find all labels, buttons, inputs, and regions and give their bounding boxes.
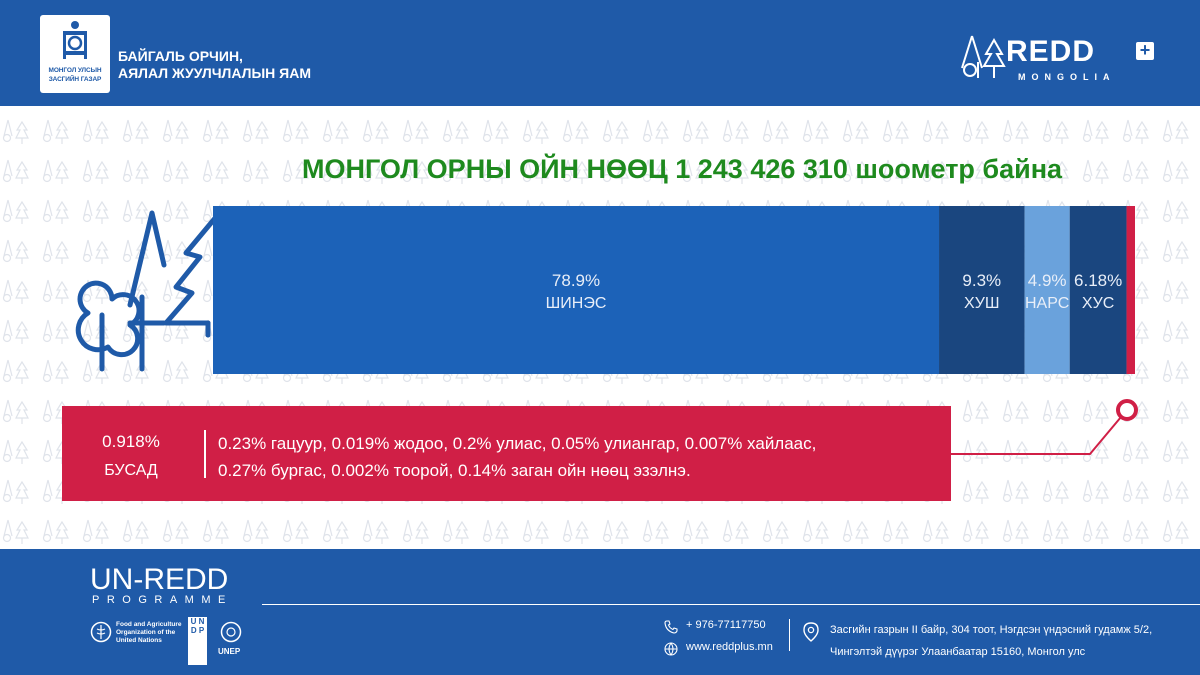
ministry-name-line1: БАЙГАЛЬ ОРЧИН,	[118, 48, 243, 64]
redd-wordmark: REDD	[1006, 35, 1096, 68]
fao-line2: Organization of the	[116, 629, 176, 636]
government-logo: МОНГОЛ УЛСЫН ЗАСГИЙН ГАЗАР	[40, 15, 110, 93]
soyombo-emblem-icon	[63, 21, 87, 59]
contact-address: Засгийн газрын II байр, 304 тоот, Нэгдсэ…	[830, 619, 1152, 663]
connector-line	[951, 416, 1122, 455]
address-line1: Засгийн газрын II байр, 304 тоот, Нэгдсэ…	[830, 624, 1153, 636]
other-breakdown-line2: 0.27% бургас, 0.002% тоорой, 0.14% заган…	[218, 461, 691, 480]
partner-logos: Food and Agriculture Organization of the…	[90, 617, 270, 669]
other-percent: 0.918%	[102, 432, 160, 451]
other-divider	[204, 430, 206, 478]
other-species-breakdown: 0.23% гацуур, 0.019% жодоо, 0.2% улиас, …	[218, 430, 943, 484]
bar-segment-3	[1069, 206, 1127, 374]
contact-separator	[789, 619, 790, 651]
logo-caption-line2: ЗАСГИЙН ГАЗАР	[48, 76, 102, 83]
location-pin-icon	[803, 622, 819, 642]
ministry-name-line2: АЯЛАЛ ЖУУЛЧЛАЛЫН ЯАМ	[118, 65, 312, 81]
other-species-panel: 0.918% БУСАД 0.23% гацуур, 0.019% жодоо,…	[62, 406, 951, 501]
header-bar: МОНГОЛ УЛСЫН ЗАСГИЙН ГАЗАР БАЙГАЛЬ ОРЧИН…	[0, 0, 1200, 106]
segment-name-label: ХУШ	[964, 295, 1000, 312]
redd-mongolia-logo: REDD + MONGOLIA	[958, 32, 1163, 88]
fao-name: Food and Agriculture Organization of the…	[116, 621, 186, 645]
chart-title: МОНГОЛ ОРНЫ ОЙН НӨӨЦ 1 243 426 310 шооме…	[301, 154, 1063, 184]
segment-percent-label: 4.9%	[1028, 271, 1067, 290]
fao-line1: Food and Agriculture	[116, 621, 182, 628]
bar-segment-0	[213, 206, 940, 374]
connector-ring-icon	[1116, 399, 1138, 421]
unep-emblem-icon	[220, 621, 242, 643]
phone-icon	[664, 620, 678, 634]
segment-name-label: НАРС	[1025, 295, 1069, 312]
footer-divider-line	[262, 604, 1200, 605]
contact-website[interactable]: www.reddplus.mn	[686, 641, 773, 653]
other-breakdown-line1: 0.23% гацуур, 0.019% жодоо, 0.2% улиас, …	[218, 434, 817, 453]
segment-percent-label: 9.3%	[962, 271, 1001, 290]
trees-logo-icon	[961, 35, 1006, 78]
bar-segment-2	[1024, 206, 1070, 374]
segment-name-label: ШИНЭС	[546, 295, 607, 312]
unredd-subtitle: PROGRAMME	[92, 594, 233, 606]
contact-phone: + 976-77117750	[686, 619, 766, 631]
unredd-title: UN-REDD	[90, 563, 229, 596]
redd-subtitle: MONGOLIA	[1018, 72, 1116, 82]
redd-plus-badge: +	[1136, 41, 1154, 60]
bar-segment-1	[939, 206, 1025, 374]
unep-name: UNEP	[218, 647, 241, 656]
segment-percent-label: 6.18%	[1074, 271, 1122, 290]
address-line2: Чингэлтэй дүүрэг Улаанбаатар 15160, Монг…	[830, 646, 1086, 658]
globe-icon	[664, 642, 678, 656]
fao-emblem-icon	[90, 621, 112, 643]
segment-name-label: ХУС	[1082, 295, 1114, 312]
undp-logo: U N D P	[188, 617, 207, 665]
segment-percent-label: 78.9%	[552, 271, 600, 290]
ministry-name: БАЙГАЛЬ ОРЧИН, АЯЛАЛ ЖУУЛЧЛАЛЫН ЯАМ	[118, 48, 311, 82]
footer-bar: UN-REDD PROGRAMME Food and Agriculture O…	[0, 549, 1200, 675]
other-label: БУСАД	[104, 462, 158, 479]
logo-caption-line1: МОНГОЛ УЛСЫН	[48, 67, 102, 74]
fao-line3: United Nations	[116, 637, 162, 644]
bar-segment-4	[1126, 206, 1135, 374]
